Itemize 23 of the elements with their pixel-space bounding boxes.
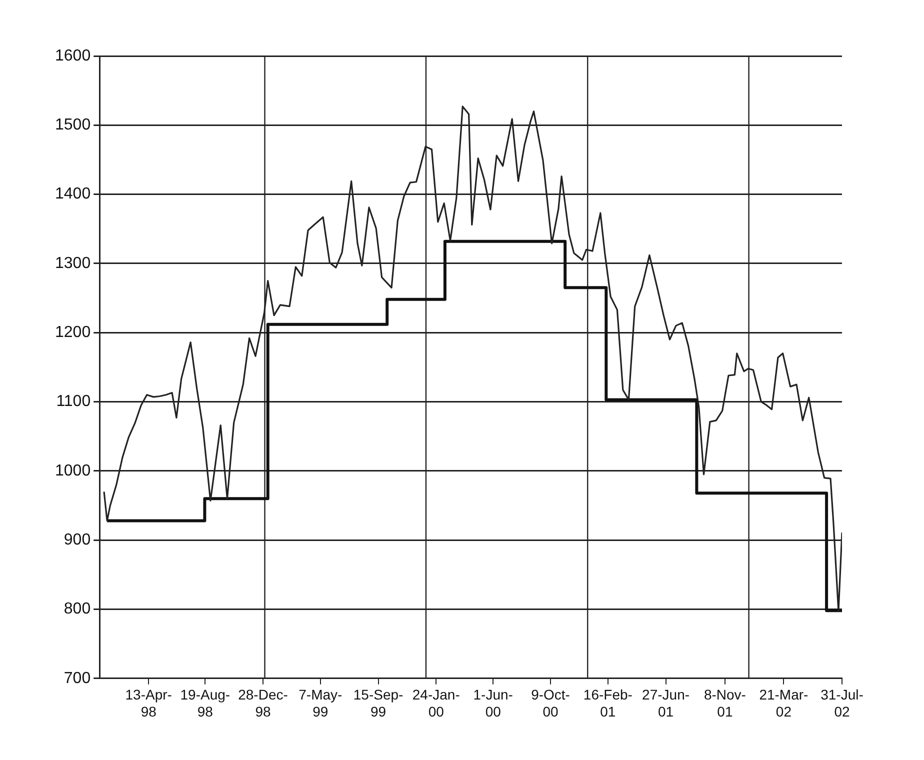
x-tick-label: 9-Oct-00 [531,686,570,720]
y-tick-label: 900 [64,531,91,548]
y-tick-label: 1000 [55,462,91,480]
y-tick-label: 1100 [56,393,91,410]
x-tick-label: 28-Dec-98 [238,686,288,720]
y-tick-label: 1600 [55,47,91,64]
x-tick-label: 21-Mar-02 [759,686,809,720]
x-tick-label: 16-Feb-01 [583,686,633,720]
x-tick-label: 8-Nov-01 [704,686,746,720]
x-tick-label: 31-Jul-02 [820,686,864,720]
y-tick-label: 700 [64,670,91,687]
y-tick-label: 1500 [55,116,91,134]
x-tick-label: 27-Jun-01 [642,686,690,720]
x-tick-label: 15-Sep-99 [353,686,404,720]
x-tick-label: 19-Aug-98 [180,686,230,720]
y-tick-label: 800 [64,600,91,618]
y-tick-label: 1200 [55,324,91,342]
x-tick-label: 13-Apr-98 [125,686,172,720]
x-tick-label: 1-Jun-00 [473,686,514,720]
y-tick-label: 1400 [55,186,91,203]
y-tick-label: 1300 [55,254,91,272]
x-tick-label: 24-Jan-00 [412,686,460,720]
x-tick-label: 7-May-99 [298,686,343,720]
